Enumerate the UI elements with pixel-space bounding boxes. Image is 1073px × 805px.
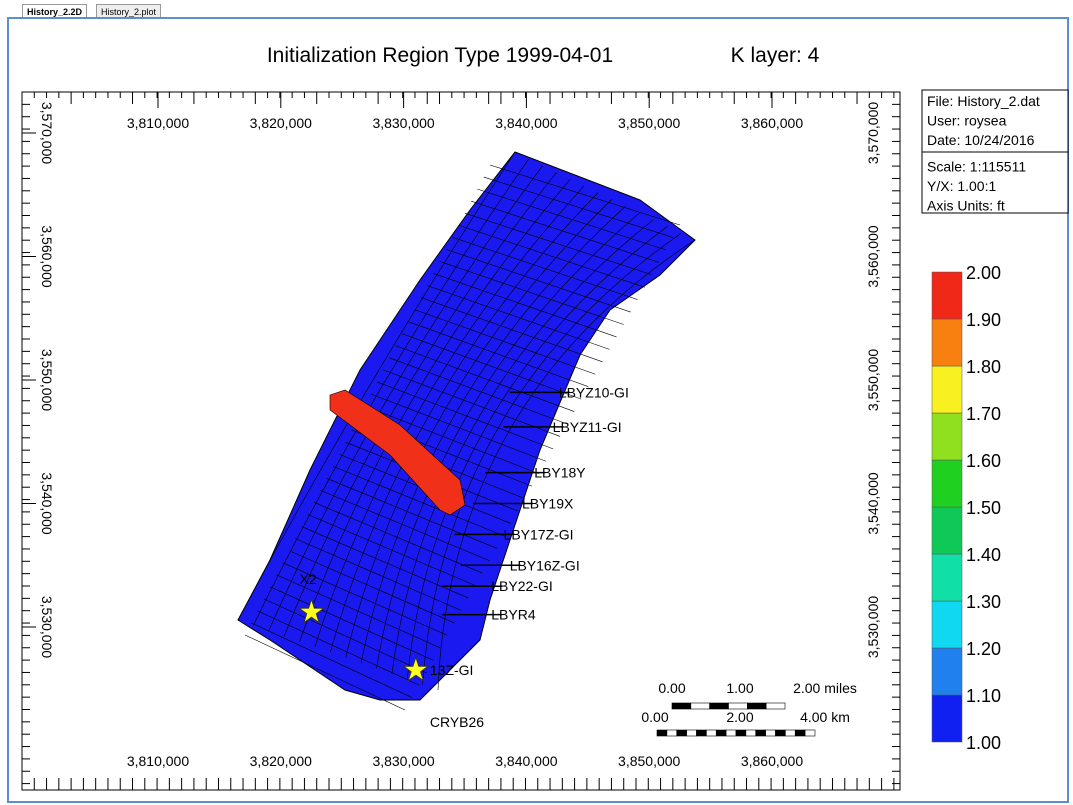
legend-label: 1.30 [966, 592, 1001, 612]
info-line: Date: 10/24/2016 [927, 132, 1035, 148]
legend-swatch [932, 507, 962, 554]
legend-label: 1.00 [966, 733, 1001, 753]
well-label: CRYB26 [430, 714, 484, 730]
x-tick-label: 3,810,000 [127, 115, 189, 131]
info-line: Axis Units: ft [927, 198, 1005, 214]
info-line: File: History_2.dat [927, 93, 1040, 109]
scale-label: 2.00 miles [793, 680, 857, 696]
scale-seg [746, 730, 756, 736]
well-label: X2 [300, 571, 317, 587]
scale-label: 0.00 [658, 680, 685, 696]
title: Initialization Region Type 1999-04-01 [267, 44, 613, 67]
scale-seg [726, 730, 736, 736]
legend-swatch [932, 601, 962, 648]
scale-seg [691, 703, 710, 709]
x-tick-label: 3,810,000 [127, 753, 189, 769]
legend-swatch [932, 413, 962, 460]
plot: Initialization Region Type 1999-04-01 K … [0, 0, 1073, 805]
info-line: User: roysea [927, 113, 1007, 129]
layer: K layer: 4 [731, 44, 820, 67]
scale-seg [766, 703, 785, 709]
scale-seg [667, 730, 677, 736]
legend-label: 1.60 [966, 451, 1001, 471]
legend-label: 1.10 [966, 686, 1001, 706]
scale-seg [795, 730, 805, 736]
x-tick-label: 3,860,000 [741, 115, 803, 131]
y-tick-label: 3,570,000 [39, 102, 55, 164]
y-tick-label: 3,550,000 [39, 349, 55, 411]
scale-seg [736, 730, 746, 736]
legend-label: 2.00 [966, 263, 1001, 283]
scale-label: 0.00 [641, 709, 668, 725]
info-line: Scale: 1:115511 [927, 159, 1026, 175]
scale-label: 2.00 [726, 709, 753, 725]
y-tick-label: 3,550,000 [865, 349, 881, 411]
legend-swatch [932, 554, 962, 601]
x-tick-label: 3,860,000 [741, 753, 803, 769]
x-tick-label: 3,830,000 [372, 115, 434, 131]
scale-seg [657, 730, 667, 736]
legend-label: 1.40 [966, 545, 1001, 565]
legend-label: 1.20 [966, 639, 1001, 659]
scale-seg [697, 730, 707, 736]
scale-seg [687, 730, 697, 736]
legend-label: 1.70 [966, 404, 1001, 424]
legend-swatch [932, 272, 962, 319]
y-tick-label: 3,530,000 [39, 596, 55, 658]
y-tick-label: 3,570,000 [865, 102, 881, 164]
legend-swatch [932, 366, 962, 413]
scale-seg [785, 730, 795, 736]
info-line: Y/X: 1.00:1 [927, 178, 996, 194]
scale-seg [776, 730, 786, 736]
y-tick-label: 3,560,000 [39, 225, 55, 287]
x-tick-label: 3,830,000 [372, 753, 434, 769]
y-tick-label: 3,530,000 [865, 596, 881, 658]
scale-seg [716, 730, 726, 736]
scale-label: 1.00 [726, 680, 753, 696]
legend-swatch [932, 460, 962, 507]
legend-swatch [932, 695, 962, 742]
scale-label: 4.00 km [800, 709, 850, 725]
scale-seg [805, 730, 815, 736]
y-tick-label: 3,540,000 [865, 472, 881, 534]
x-tick-label: 3,820,000 [250, 115, 312, 131]
window: History_2.2D History_2.plot Initializati… [0, 0, 1073, 805]
scale-seg [766, 730, 776, 736]
y-tick-label: 3,560,000 [865, 225, 881, 287]
legend-swatch [932, 648, 962, 695]
scale-seg [677, 730, 687, 736]
legend-swatch [932, 319, 962, 366]
scale-seg [672, 703, 691, 709]
legend-label: 1.50 [966, 498, 1001, 518]
scale-seg [756, 730, 766, 736]
legend-label: 1.90 [966, 310, 1001, 330]
x-tick-label: 3,820,000 [250, 753, 312, 769]
y-tick-label: 3,540,000 [39, 472, 55, 534]
scale-seg [706, 730, 716, 736]
x-tick-label: 3,850,000 [618, 115, 680, 131]
legend-label: 1.80 [966, 357, 1001, 377]
x-tick-label: 3,840,000 [495, 753, 557, 769]
well-label: 13Z-GI [430, 662, 474, 678]
x-tick-label: 3,840,000 [495, 115, 557, 131]
x-tick-label: 3,850,000 [618, 753, 680, 769]
